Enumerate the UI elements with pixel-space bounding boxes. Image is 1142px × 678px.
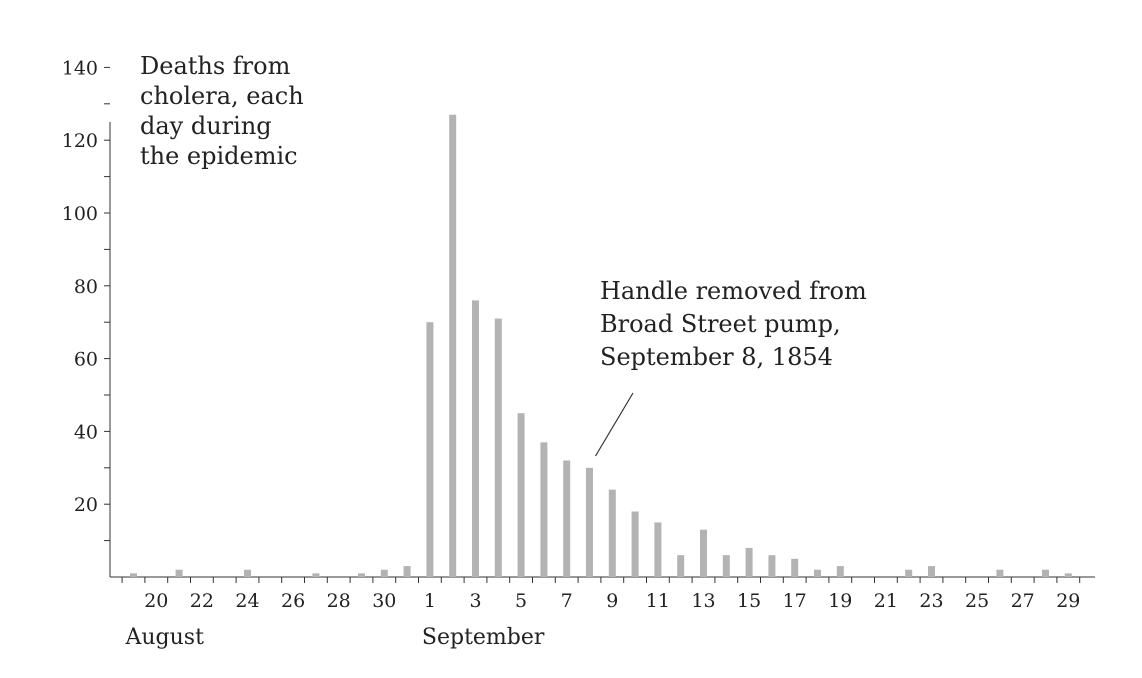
annotation-pointer — [594, 392, 634, 457]
x-tick-label: 30 — [372, 590, 396, 612]
x-tick-label: 20 — [144, 590, 168, 612]
bar — [358, 573, 365, 577]
bar — [517, 413, 525, 577]
bar — [130, 573, 137, 577]
y-tick-label: 100 — [62, 203, 98, 225]
x-tick-label: 17 — [783, 590, 807, 612]
bar — [654, 522, 662, 577]
x-tick-label: 26 — [281, 590, 305, 612]
bar — [494, 318, 502, 577]
bar — [768, 555, 776, 577]
month-label: September — [422, 625, 545, 650]
y-tick-label: 20 — [74, 494, 98, 516]
bar — [403, 566, 411, 577]
x-tick-label: 24 — [235, 590, 259, 612]
y-tick-label: 80 — [74, 276, 98, 298]
bar — [472, 300, 479, 577]
chart-title-line: Deaths from — [140, 52, 291, 80]
x-tick-label: 5 — [515, 590, 527, 612]
x-tick-label: 28 — [327, 590, 351, 612]
y-tick-label: 40 — [74, 421, 98, 443]
annotation-line: September 8, 1854 — [600, 343, 833, 371]
bar — [244, 569, 251, 577]
bar — [928, 566, 935, 577]
bar — [791, 558, 799, 577]
y-tick-label: 140 — [62, 57, 98, 79]
x-tick-label: 13 — [691, 590, 715, 612]
bar — [312, 573, 320, 577]
x-tick-label: 23 — [919, 590, 943, 612]
x-tick-label: 3 — [469, 590, 481, 612]
bar — [563, 460, 571, 577]
month-label: August — [125, 625, 205, 650]
x-tick-label: 19 — [828, 590, 852, 612]
bar — [1042, 569, 1049, 577]
bar — [722, 555, 730, 577]
x-tick-label: 11 — [646, 590, 670, 612]
bar — [380, 569, 388, 577]
y-axis: 20 40 60 80 100 120 140 — [62, 57, 111, 577]
bar — [426, 322, 434, 577]
y-tick-label: 120 — [62, 130, 98, 152]
chart-title-line: day during — [140, 112, 272, 140]
bar — [586, 467, 593, 577]
bars — [130, 114, 1072, 577]
bar — [814, 569, 821, 577]
bar — [449, 114, 457, 577]
chart-title-line: the epidemic — [140, 142, 298, 170]
bar — [1064, 573, 1072, 577]
bar — [175, 569, 183, 577]
bar — [745, 547, 753, 577]
bar — [608, 489, 616, 577]
x-tick-label: 1 — [424, 590, 436, 612]
chart-title-line: cholera, each — [140, 82, 304, 110]
x-tick-label: 21 — [874, 590, 898, 612]
annotation-line: Handle removed from — [600, 277, 867, 305]
x-tick-label: 7 — [561, 590, 573, 612]
bar — [540, 442, 548, 577]
x-tick-label: 29 — [1056, 590, 1080, 612]
x-axis: 20 22 24 26 28 30 1 3 5 7 9 11 13 15 17 19 21 23 25 27 29Aug… — [110, 576, 1095, 650]
x-tick-label: 22 — [190, 590, 214, 612]
bar — [996, 569, 1004, 577]
annotation-line: Broad Street pump, — [600, 310, 841, 338]
bar — [631, 511, 639, 577]
x-tick-label: 9 — [606, 590, 618, 612]
bar — [700, 529, 707, 577]
bar — [836, 566, 844, 577]
bar — [677, 555, 685, 577]
x-tick-label: 25 — [965, 590, 989, 612]
bar — [905, 569, 913, 577]
y-tick-label: 60 — [74, 349, 98, 371]
x-tick-label: 27 — [1011, 590, 1035, 612]
x-tick-label: 15 — [737, 590, 761, 612]
